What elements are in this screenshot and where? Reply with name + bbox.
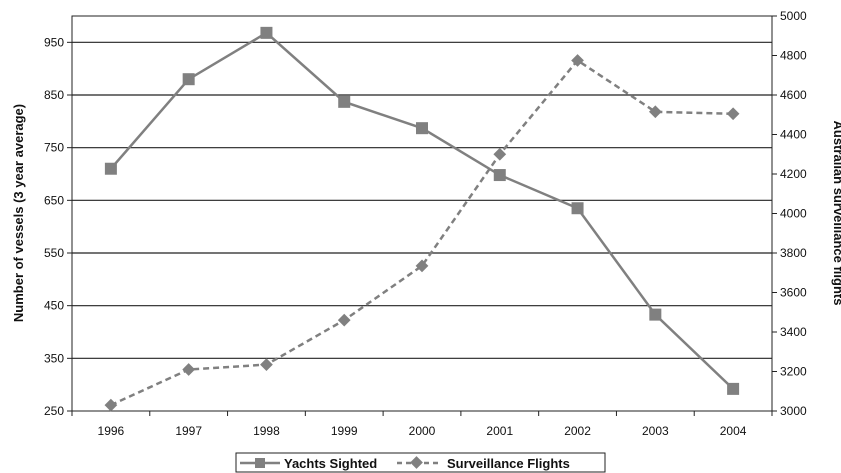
- y-axis-right: 3000 3200 3400 3600 3800 4000 4200 4400 4600 4800…: [772, 9, 807, 418]
- series-layer: [104, 26, 740, 412]
- data-point-flights: [337, 313, 351, 327]
- gridlines: [72, 41, 772, 359]
- data-point-yachts: [727, 382, 740, 395]
- y-tick-label: 550: [44, 246, 64, 260]
- data-point-yachts: [104, 162, 117, 175]
- y2-axis-title: Australian surveillance flights: [831, 121, 841, 306]
- y2-tick-label: 4800: [780, 49, 807, 63]
- x-tick-label: 2002: [564, 424, 591, 438]
- y-axis-left: 250 350 450 550 650 750 850 950: [44, 35, 72, 418]
- data-point-flights: [260, 358, 273, 371]
- data-point-yachts: [649, 308, 662, 321]
- y-tick-label: 850: [44, 88, 64, 102]
- y-tick-label: 450: [44, 299, 64, 313]
- y2-tick-label: 3600: [780, 286, 807, 300]
- legend-marker-flights: [410, 456, 423, 469]
- data-point-flights: [415, 259, 429, 273]
- data-point-flights: [104, 398, 118, 412]
- data-point-yachts: [493, 169, 506, 182]
- legend-label-flights: Surveillance Flights: [447, 456, 570, 471]
- x-tick-label: 2001: [486, 424, 513, 438]
- x-tick-label: 2004: [720, 424, 747, 438]
- y-axis-title: Number of vessels (3 year average): [11, 104, 26, 322]
- series-line-1: [110, 58, 734, 407]
- legend: Yachts Sighted Surveillance Flights: [235, 452, 606, 473]
- x-tick-label: 1999: [331, 424, 358, 438]
- y2-tick-label: 4000: [780, 207, 807, 221]
- x-tick-label: 2000: [409, 424, 436, 438]
- x-tick-label: 1997: [175, 424, 202, 438]
- y2-tick-label: 3200: [780, 365, 807, 379]
- y-tick-label: 950: [44, 35, 64, 49]
- y2-tick-label: 3400: [780, 325, 807, 339]
- x-axis: 1996 1997 1998 1999 2000 2001 2002 2003 2004: [71, 411, 773, 438]
- y2-tick-label: 5000: [780, 9, 807, 23]
- data-point-yachts: [182, 73, 195, 86]
- y2-tick-label: 3000: [780, 404, 807, 418]
- data-point-flights: [182, 363, 196, 376]
- legend-label-yachts: Yachts Sighted: [284, 456, 377, 471]
- legend-marker-yachts: [255, 458, 265, 468]
- plot-area: [71, 15, 773, 412]
- y-tick-label: 750: [44, 141, 64, 155]
- y2-tick-label: 4200: [780, 167, 807, 181]
- y2-tick-label: 4400: [780, 128, 807, 142]
- y-tick-label: 250: [44, 404, 64, 418]
- x-tick-label: 1998: [253, 424, 280, 438]
- data-point-yachts: [571, 202, 584, 215]
- x-tick-label: 2003: [642, 424, 669, 438]
- y2-tick-label: 4600: [780, 88, 807, 102]
- x-tick-label: 1996: [98, 424, 125, 438]
- data-point-yachts: [260, 26, 273, 39]
- y-tick-label: 350: [44, 351, 64, 365]
- data-point-yachts: [416, 122, 428, 135]
- y2-tick-label: 3800: [780, 246, 807, 260]
- data-point-yachts: [338, 95, 351, 108]
- data-point-flights: [493, 147, 507, 161]
- y-tick-label: 650: [44, 193, 64, 207]
